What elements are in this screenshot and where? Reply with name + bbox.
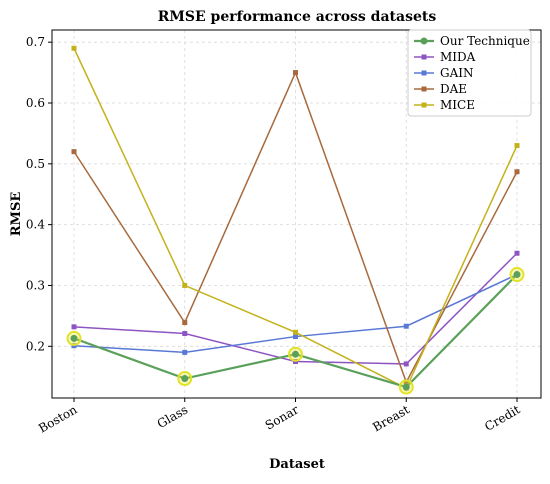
data-point: [71, 45, 77, 51]
data-point: [293, 70, 298, 76]
data-point: [70, 334, 78, 342]
legend-item: MICE: [414, 98, 475, 112]
y-tick-label: 0.5: [26, 157, 45, 171]
x-tick-label: Credit: [482, 402, 522, 433]
legend-item: MIDA: [414, 50, 476, 64]
data-point: [513, 271, 521, 279]
y-tick-label: 0.2: [26, 339, 45, 353]
legend-marker: [421, 102, 427, 108]
data-point: [514, 143, 520, 149]
series-dae: [71, 70, 520, 385]
x-axis-label: Dataset: [269, 457, 325, 472]
y-axis: 0.2 0.3 0.4 0.5 0.6 0.7: [26, 35, 52, 353]
x-axis: Boston Glass Sonar Breast Credit: [36, 398, 523, 436]
data-point: [514, 169, 520, 175]
legend-marker: [420, 37, 428, 45]
legend-label: GAIN: [440, 66, 474, 80]
legend-box: [407, 29, 532, 117]
data-point: [403, 379, 409, 385]
legend: Our Technique MIDA GAIN DAE MICE: [407, 29, 532, 117]
legend-label: Our Technique: [440, 34, 530, 48]
data-point: [71, 149, 77, 155]
data-point: [182, 349, 188, 355]
legend-label: MICE: [440, 98, 475, 112]
series-group: [66, 45, 525, 395]
data-point: [293, 334, 298, 340]
legend-item: GAIN: [414, 66, 474, 80]
data-point: [403, 323, 409, 329]
x-tick-label: Breast: [370, 402, 412, 434]
data-point: [292, 350, 299, 358]
legend-marker: [421, 70, 427, 76]
data-point: [514, 250, 520, 256]
x-tick-label: Sonar: [263, 402, 301, 432]
data-point: [182, 282, 188, 288]
y-tick-label: 0.3: [26, 278, 45, 292]
series-our-technique: [66, 267, 525, 395]
x-tick-label: Glass: [155, 402, 190, 431]
legend-marker: [421, 86, 427, 92]
y-tick-label: 0.6: [26, 96, 45, 110]
data-point: [402, 383, 410, 391]
data-point: [403, 361, 409, 367]
plot-area: [51, 29, 542, 399]
data-point: [293, 329, 298, 335]
data-point: [182, 331, 188, 337]
data-point: [181, 375, 189, 383]
legend-marker: [421, 54, 427, 60]
chart-title: RMSE performance across datasets: [158, 9, 437, 25]
y-tick-label: 0.4: [26, 218, 45, 232]
data-point: [71, 324, 77, 330]
legend-label: DAE: [440, 82, 467, 96]
x-tick-label: Boston: [36, 402, 80, 435]
legend-item: DAE: [414, 82, 467, 96]
y-tick-label: 0.7: [26, 35, 45, 49]
data-point: [182, 320, 188, 326]
legend-label: MIDA: [440, 50, 476, 64]
legend-item: Our Technique: [414, 34, 530, 48]
y-axis-label: RMSE: [9, 192, 24, 237]
